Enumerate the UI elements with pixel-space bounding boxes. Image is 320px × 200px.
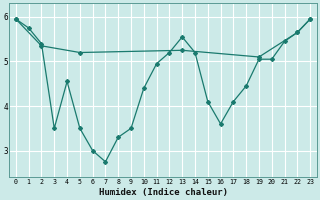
X-axis label: Humidex (Indice chaleur): Humidex (Indice chaleur) bbox=[99, 188, 228, 197]
